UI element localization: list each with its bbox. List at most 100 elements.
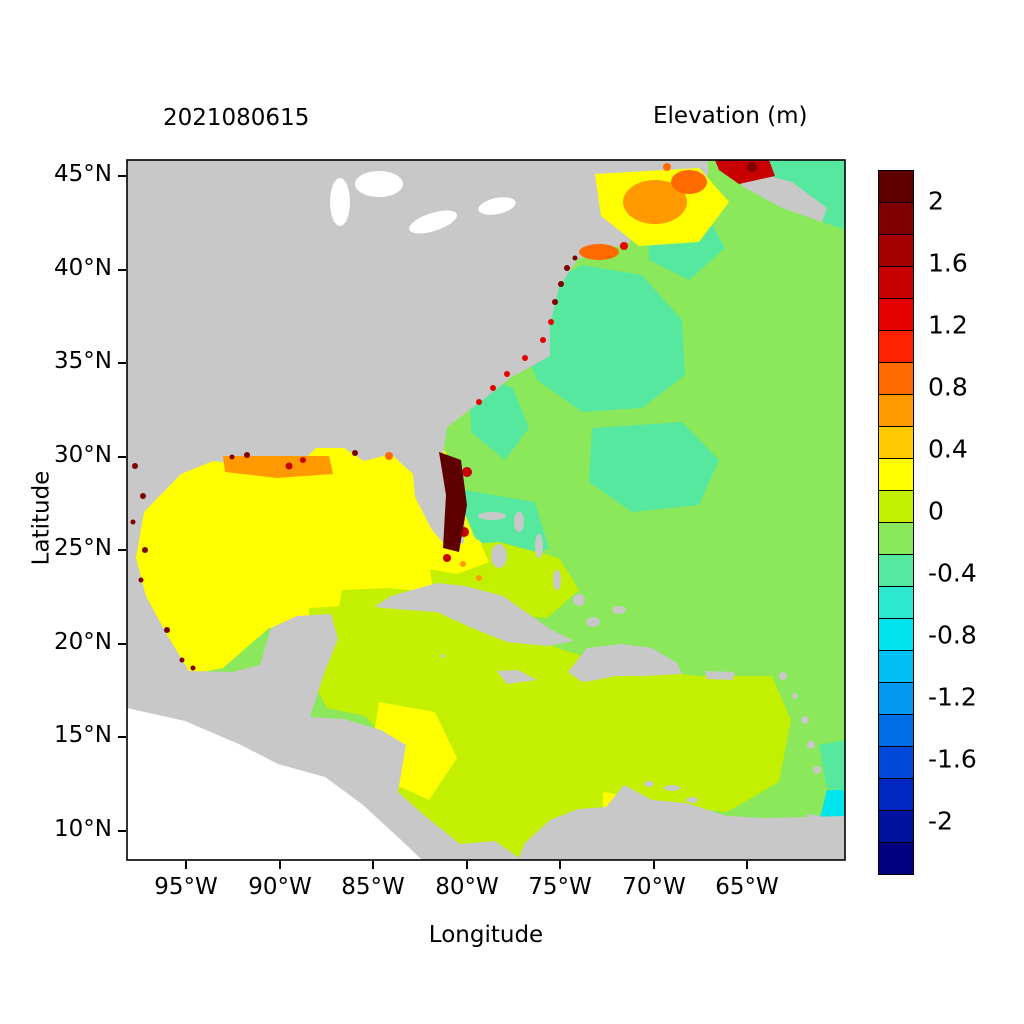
colorbar-block bbox=[879, 459, 913, 491]
land-antilles-5 bbox=[813, 766, 821, 774]
land-antilles-3 bbox=[801, 716, 809, 724]
colorbar-block bbox=[879, 843, 913, 874]
x-tick-mark bbox=[279, 861, 281, 869]
x-tick-mark bbox=[466, 861, 468, 869]
colorbar-block bbox=[879, 523, 913, 555]
region-chesapeake-spot-1 bbox=[552, 299, 558, 305]
y-tick-label: 45°N bbox=[54, 161, 112, 187]
region-cape-cod-patch bbox=[671, 170, 707, 194]
y-axis-label: Latitude bbox=[28, 470, 55, 566]
region-chesapeake-spot-2 bbox=[558, 281, 564, 287]
colorbar-block bbox=[879, 779, 913, 811]
land-cayman bbox=[441, 654, 445, 658]
x-tick-mark bbox=[653, 861, 655, 869]
colorbar-block bbox=[879, 811, 913, 843]
land-antilles-1 bbox=[779, 672, 787, 680]
land-grand-bahama bbox=[478, 512, 506, 520]
region-delta-spot-2 bbox=[300, 457, 306, 463]
x-tick-label: 85°W bbox=[341, 874, 405, 900]
region-carolina-spot-2 bbox=[490, 385, 496, 391]
colorbar-block bbox=[879, 619, 913, 651]
timestamp-title: 2021080615 bbox=[163, 105, 310, 131]
region-tx-spot-4 bbox=[142, 547, 148, 553]
region-miami-spot bbox=[443, 554, 451, 562]
land-long-island-bahamas bbox=[553, 570, 561, 590]
colorbar-block bbox=[879, 267, 913, 299]
x-tick-label: 80°W bbox=[435, 874, 499, 900]
colorbar-tick-label: 0.4 bbox=[928, 434, 968, 464]
x-tick-mark bbox=[746, 861, 748, 869]
region-tx-spot-3 bbox=[130, 519, 136, 525]
colorbar-block bbox=[879, 715, 913, 747]
y-tick-label: 40°N bbox=[54, 255, 112, 281]
y-tick-label: 15°N bbox=[54, 722, 112, 748]
colorbar-block bbox=[879, 203, 913, 235]
region-florida-strait bbox=[419, 540, 489, 574]
y-tick-label: 10°N bbox=[54, 816, 112, 842]
land-antilles-4 bbox=[807, 741, 815, 749]
x-axis-label: Longitude bbox=[428, 922, 544, 948]
colorbar bbox=[878, 170, 914, 875]
nodata-pacific bbox=[127, 708, 422, 860]
region-big-bend-spot bbox=[385, 452, 393, 460]
y-tick-mark bbox=[118, 175, 126, 177]
region-mx-spot-3 bbox=[190, 665, 196, 671]
region-carolina-spot-3 bbox=[504, 371, 510, 377]
land-nova-scotia bbox=[739, 168, 827, 222]
colorbar-block bbox=[879, 491, 913, 523]
land-andros bbox=[491, 544, 507, 568]
colorbar-block bbox=[879, 395, 913, 427]
colorbar-block bbox=[879, 683, 913, 715]
region-gulf-of-maine bbox=[623, 180, 687, 224]
y-tick-label: 20°N bbox=[54, 629, 112, 655]
region-tx-spot-2 bbox=[140, 493, 146, 499]
land-aruba bbox=[644, 781, 654, 787]
region-ms-coast-spot-2 bbox=[229, 454, 235, 460]
y-tick-mark bbox=[118, 736, 126, 738]
nodata-lake-michigan bbox=[330, 178, 350, 226]
plot-border bbox=[126, 159, 846, 861]
region-mx-spot-1 bbox=[164, 627, 170, 633]
land-jamaica bbox=[497, 670, 537, 684]
x-tick-label: 65°W bbox=[715, 874, 779, 900]
nodata-lake-ontario bbox=[478, 197, 516, 215]
colorbar-tick-label: 0.8 bbox=[928, 372, 968, 402]
y-tick-label: 25°N bbox=[54, 535, 112, 561]
colorbar-tick-label: -1.6 bbox=[928, 744, 977, 774]
colorbar-tick-label: -0.4 bbox=[928, 558, 977, 588]
region-new-jersey-spot bbox=[620, 242, 628, 250]
land-inagua bbox=[586, 617, 600, 627]
x-tick-mark bbox=[559, 861, 561, 869]
region-panhandle-spot bbox=[352, 450, 358, 456]
nodata-lake-erie bbox=[409, 210, 457, 234]
land-trinidad bbox=[805, 814, 821, 828]
colorbar-tick-label: -0.8 bbox=[928, 620, 977, 650]
land-north-america bbox=[127, 160, 708, 860]
colorbar-block bbox=[879, 299, 913, 331]
region-bay-of-fundy bbox=[715, 160, 775, 184]
land-hispaniola bbox=[568, 644, 682, 682]
colorbar-block bbox=[879, 171, 913, 203]
colorbar-tick-label: 1.2 bbox=[928, 310, 968, 340]
y-tick-mark bbox=[118, 269, 126, 271]
region-bahamas-spot-2 bbox=[476, 575, 482, 581]
region-carolina-spot-1 bbox=[476, 399, 482, 405]
region-bahamas-spot-1 bbox=[460, 561, 466, 567]
region-fl-east-red-1 bbox=[462, 467, 472, 477]
region-chesapeake-spot-3 bbox=[564, 265, 570, 271]
land-antilles-2 bbox=[792, 693, 798, 699]
colorbar-tick-label: -1.2 bbox=[928, 682, 977, 712]
colorbar-block bbox=[879, 747, 913, 779]
colorbar-block bbox=[879, 331, 913, 363]
x-tick-label: 90°W bbox=[248, 874, 312, 900]
y-tick-label: 30°N bbox=[54, 442, 112, 468]
colorbar-tick-label: -2 bbox=[928, 806, 953, 836]
region-tx-spot-1 bbox=[132, 463, 138, 469]
map-plot bbox=[126, 159, 846, 861]
y-tick-mark bbox=[118, 362, 126, 364]
region-fl-east-surge bbox=[439, 452, 467, 552]
region-gulf-stream-patch-3 bbox=[589, 422, 719, 512]
land-margarita bbox=[686, 797, 698, 803]
y-tick-label: 35°N bbox=[54, 348, 112, 374]
